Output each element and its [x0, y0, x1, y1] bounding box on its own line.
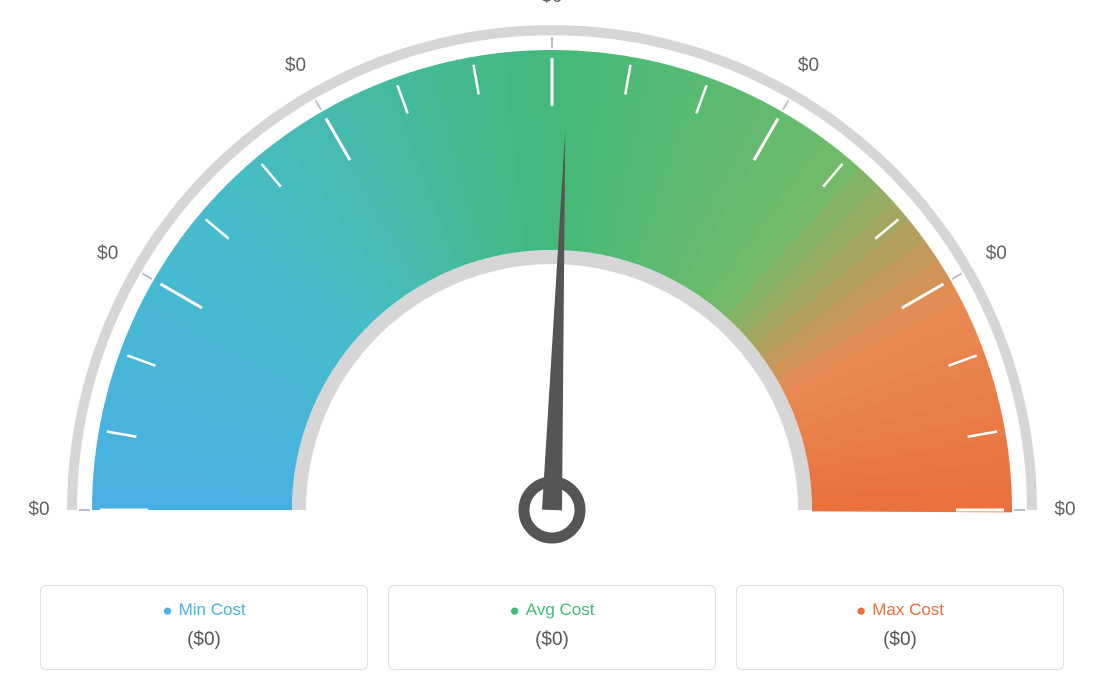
- legend-dot-max: ●: [856, 601, 866, 620]
- legend-dot-min: ●: [162, 601, 172, 620]
- axis-label-2: $0: [285, 55, 306, 77]
- gauge-svg: [0, 0, 1104, 560]
- legend-dot-avg: ●: [510, 601, 520, 620]
- legend-card-avg: ● Avg Cost ($0): [388, 585, 716, 670]
- legend-label-max-text: Max Cost: [872, 600, 944, 619]
- legend-value-avg: ($0): [409, 629, 695, 651]
- legend-card-max: ● Max Cost ($0): [736, 585, 1064, 670]
- axis-label-1: $0: [97, 243, 118, 265]
- legend-row: ● Min Cost ($0) ● Avg Cost ($0) ● Max Cost …: [40, 585, 1064, 670]
- legend-value-min: ($0): [61, 629, 347, 651]
- legend-value-max: ($0): [757, 629, 1043, 651]
- legend-label-avg-text: Avg Cost: [526, 600, 595, 619]
- gauge-area: $0 $0 $0 $0 $0 $0 $0: [0, 0, 1104, 560]
- axis-label-4: $0: [798, 55, 819, 77]
- legend-label-min: ● Min Cost: [61, 600, 347, 621]
- axis-label-6: $0: [1054, 499, 1075, 521]
- gauge-chart-container: $0 $0 $0 $0 $0 $0 $0 ● Min Cost ($0) ● Avg Cost …: [0, 0, 1104, 690]
- legend-label-max: ● Max Cost: [757, 600, 1043, 621]
- axis-label-5: $0: [986, 243, 1007, 265]
- axis-label-3: $0: [541, 0, 562, 8]
- axis-label-0: $0: [28, 499, 49, 521]
- legend-label-avg: ● Avg Cost: [409, 600, 695, 621]
- legend-card-min: ● Min Cost ($0): [40, 585, 368, 670]
- legend-label-min-text: Min Cost: [179, 600, 246, 619]
